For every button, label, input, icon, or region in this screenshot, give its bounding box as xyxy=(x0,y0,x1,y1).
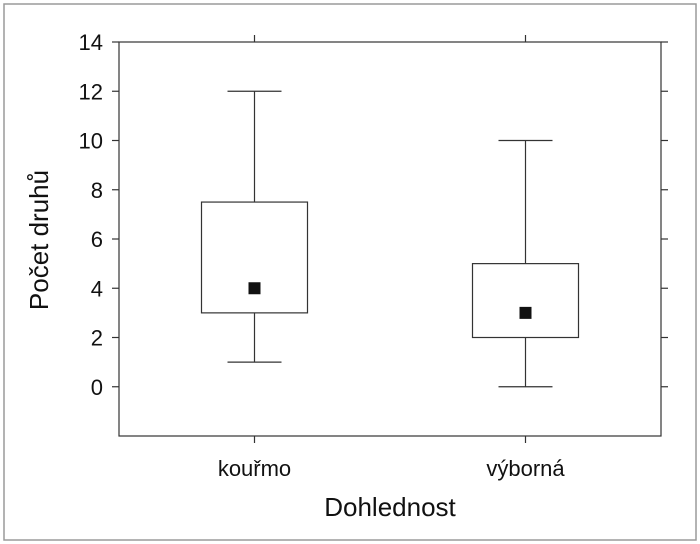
x-axis: kouřmo výborná xyxy=(218,35,565,481)
y-tick-label: 6 xyxy=(91,227,103,252)
median-marker xyxy=(248,282,261,295)
x-category-label: výborná xyxy=(486,456,565,481)
figure-frame xyxy=(3,3,697,541)
median-marker xyxy=(519,306,532,319)
box-group xyxy=(471,139,580,388)
box-series xyxy=(200,90,580,388)
y-tick-label: 0 xyxy=(91,375,103,400)
y-tick-label: 8 xyxy=(91,178,103,203)
x-category-label: kouřmo xyxy=(218,456,291,481)
y-tick-label: 4 xyxy=(91,276,103,301)
iqr-box xyxy=(471,263,580,339)
iqr-box xyxy=(200,201,309,314)
y-tick-label: 2 xyxy=(91,326,103,351)
y-tick-label: 14 xyxy=(79,30,103,55)
y-axis-title: Počet druhů xyxy=(24,170,54,310)
y-tick-label: 10 xyxy=(79,129,103,154)
y-tick-label: 12 xyxy=(79,79,103,104)
y-axis: 0 2 4 6 8 10 12 14 xyxy=(79,30,668,400)
box-group xyxy=(200,90,309,363)
x-axis-title: Dohlednost xyxy=(324,492,456,522)
